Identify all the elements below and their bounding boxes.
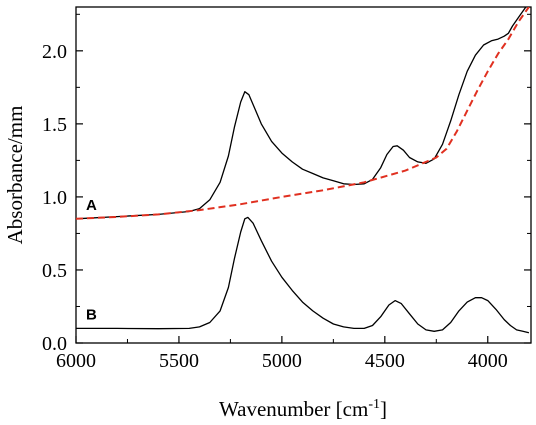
series-label-a: A <box>86 197 97 214</box>
plot-frame <box>75 6 532 344</box>
label-layer: AB <box>86 197 97 324</box>
spectrum-line-a <box>76 7 527 220</box>
x-axis-title: Wavenumber [cm-1] <box>219 397 387 421</box>
x-tick-label: 4000 <box>468 350 508 372</box>
y-tick-label: 1.0 <box>42 187 67 209</box>
y-axis-title: Absorbance/mm <box>3 106 27 245</box>
y-tick-label: 0.0 <box>42 333 67 355</box>
series-layer <box>76 7 530 334</box>
y-axis: 0.0 0.5 1.0 1.5 2.0 <box>42 13 531 355</box>
x-axis: 6000 5500 5000 4500 4000 <box>56 336 508 372</box>
baseline-dashed-line <box>76 7 530 220</box>
y-tick-label: 0.5 <box>42 260 67 282</box>
x-tick-label: 5000 <box>262 350 302 372</box>
x-tick-label: 5500 <box>159 350 199 372</box>
y-tick-label: 1.5 <box>42 114 67 136</box>
x-tick-label: 4500 <box>365 350 405 372</box>
series-label-b: B <box>86 306 97 323</box>
spectrum-line-b <box>76 216 530 334</box>
y-tick-label: 2.0 <box>42 41 67 63</box>
x-tick-label: 6000 <box>56 350 96 372</box>
